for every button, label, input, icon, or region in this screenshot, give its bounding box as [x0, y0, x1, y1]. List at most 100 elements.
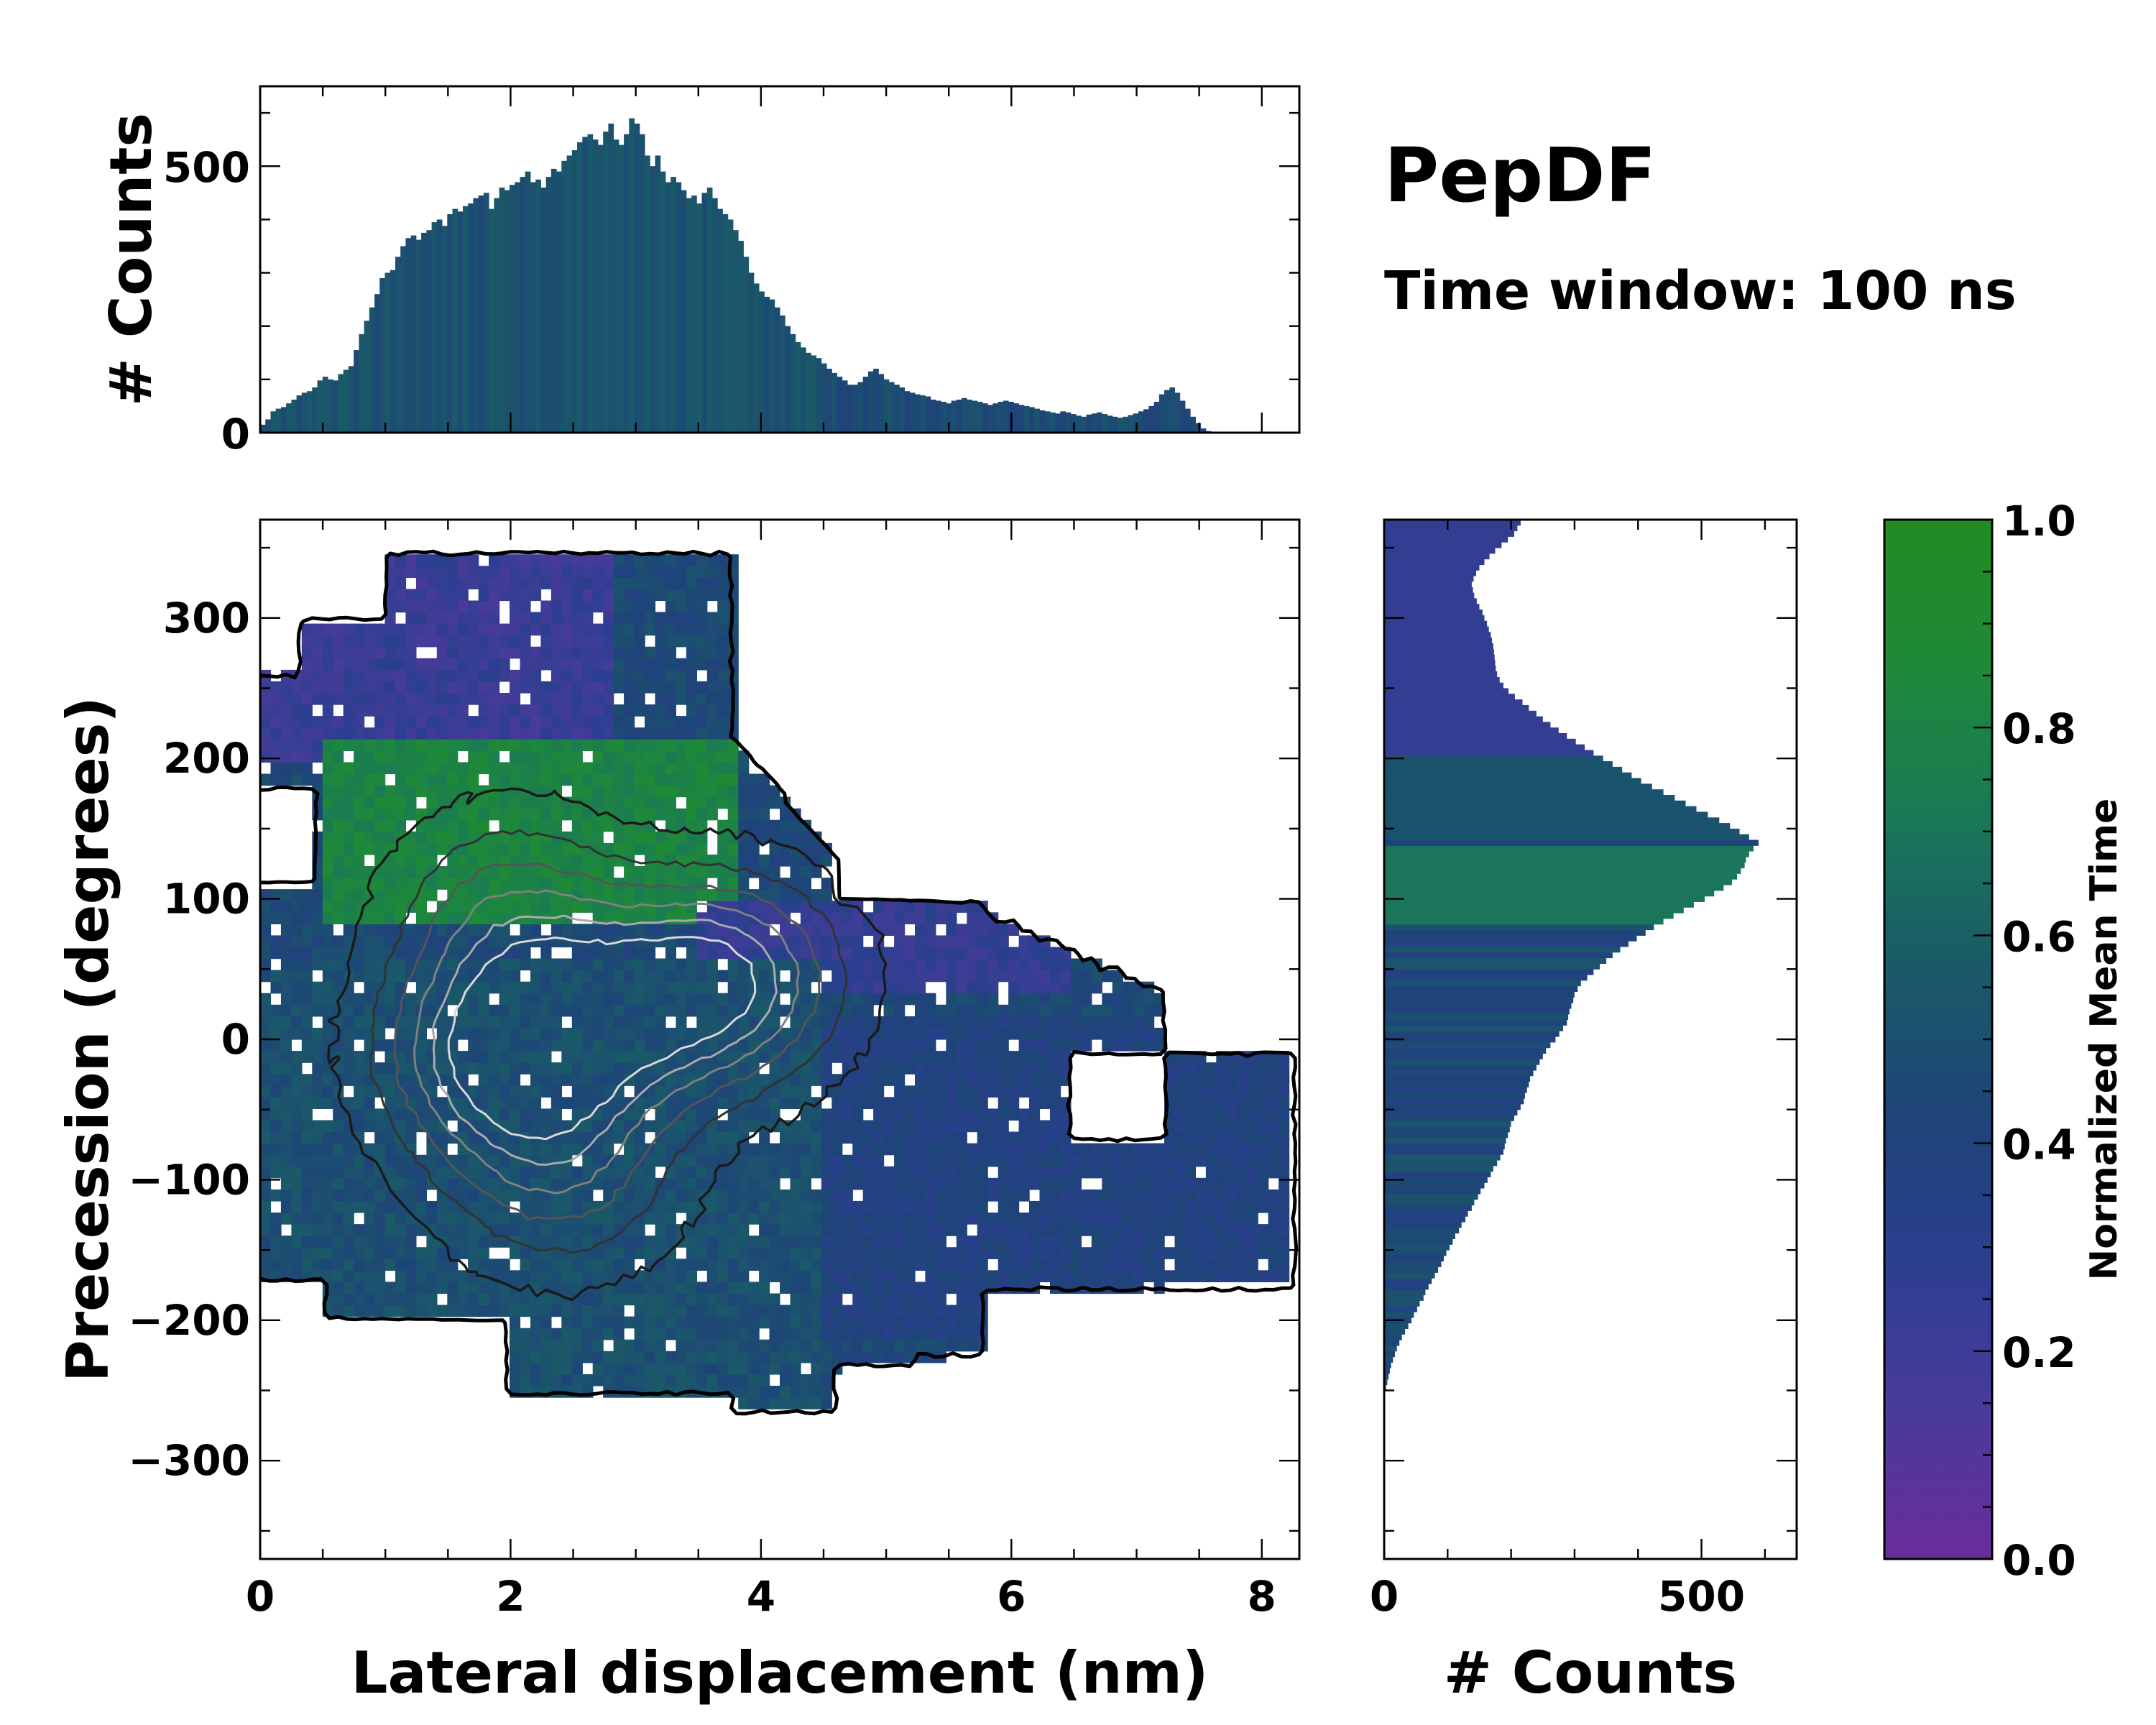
heatmap-cell [862, 1097, 874, 1109]
heatmap-cell [384, 981, 396, 994]
top-histogram-bar [930, 400, 936, 433]
heatmap-cell [676, 1177, 687, 1190]
heatmap-cell [1060, 1016, 1072, 1029]
heatmap-cell [645, 1362, 656, 1375]
heatmap-cell [270, 970, 282, 983]
heatmap-cell [1018, 1051, 1030, 1063]
heatmap-cell [1123, 1270, 1134, 1282]
main-x-tick-label: 2 [496, 1572, 525, 1621]
heatmap-cell [686, 831, 697, 844]
heatmap-cell [1091, 1166, 1102, 1179]
heatmap-cell [395, 646, 407, 659]
heatmap-cell [468, 1154, 479, 1167]
top-histogram-bar [1003, 400, 1009, 433]
heatmap-cell [655, 1374, 666, 1386]
heatmap-cell [510, 1039, 521, 1052]
heatmap-cell [510, 1004, 521, 1017]
heatmap-cell [592, 646, 604, 659]
heatmap-cell [769, 796, 780, 809]
heatmap-cell [759, 1108, 770, 1121]
heatmap-cell [915, 1316, 926, 1329]
heatmap-cell [811, 1386, 822, 1398]
heatmap-cell [384, 796, 396, 809]
heatmap-cell [873, 1097, 885, 1109]
heatmap-cell [935, 1108, 946, 1121]
right-histogram-bar [1384, 834, 1749, 840]
top-histogram-bar [1138, 411, 1144, 433]
heatmap-cell [395, 623, 407, 636]
heatmap-cell [1070, 1200, 1082, 1213]
heatmap-cell [571, 1085, 583, 1098]
heatmap-cell [457, 924, 469, 936]
heatmap-cell [831, 1120, 843, 1133]
heatmap-cell [790, 1270, 801, 1282]
heatmap-cell [405, 1293, 417, 1306]
heatmap-cell [571, 600, 583, 613]
heatmap-cell [426, 1224, 438, 1236]
heatmap-cell [967, 1051, 978, 1063]
heatmap-cell [915, 1004, 926, 1017]
heatmap-cell [821, 889, 832, 901]
heatmap-cell [790, 1362, 801, 1375]
heatmap-cell [343, 1004, 354, 1017]
heatmap-cell [645, 1051, 656, 1063]
heatmap-cell [790, 1051, 801, 1063]
heatmap-cell [1216, 1189, 1227, 1202]
heatmap-cell [291, 1027, 303, 1040]
heatmap-cell [343, 796, 354, 809]
heatmap-cell [811, 1120, 822, 1133]
heatmap-cell [655, 866, 666, 878]
heatmap-cell [915, 1213, 926, 1225]
heatmap-cell [935, 1097, 946, 1109]
heatmap-cell [540, 1316, 552, 1329]
heatmap-cell [561, 1062, 573, 1075]
heatmap-cell [811, 1213, 822, 1225]
heatmap-cell [333, 1282, 344, 1294]
heatmap-cell [727, 1177, 739, 1190]
heatmap-cell [811, 889, 822, 901]
heatmap-cell [1123, 1166, 1134, 1179]
heatmap-cell [696, 889, 708, 901]
heatmap-cell [655, 716, 666, 728]
heatmap-cell [384, 831, 396, 844]
heatmap-cell [738, 1224, 750, 1236]
heatmap-cell [946, 1259, 957, 1271]
heatmap-cell [925, 1339, 936, 1352]
heatmap-cell [748, 1108, 760, 1121]
heatmap-cell [1133, 1027, 1144, 1040]
heatmap-cell [415, 866, 427, 878]
heatmap-cell [561, 681, 573, 694]
heatmap-cell [1050, 1062, 1061, 1075]
heatmap-cell [571, 1259, 583, 1271]
heatmap-cell [436, 1166, 448, 1179]
heatmap-cell [800, 1108, 811, 1121]
top-histogram-bar [1018, 405, 1025, 433]
heatmap-cell [550, 554, 562, 566]
heatmap-cell [364, 935, 375, 948]
heatmap-cell [904, 1097, 916, 1109]
heatmap-cell [333, 1154, 344, 1167]
heatmap-cell [717, 1004, 729, 1017]
heatmap-cell [624, 658, 635, 671]
heatmap-cell [613, 1224, 625, 1236]
heatmap-cell [956, 1051, 967, 1063]
heatmap-cell [946, 1074, 957, 1086]
heatmap-cell [603, 1062, 614, 1075]
heatmap-cell [1237, 1131, 1248, 1144]
heatmap-cell [478, 1259, 489, 1271]
top-histogram-bar [1029, 407, 1035, 433]
heatmap-cell [415, 1166, 427, 1179]
heatmap-cell [904, 1143, 916, 1156]
heatmap-cell [260, 935, 272, 948]
heatmap-cell [260, 1085, 272, 1098]
heatmap-cell [925, 1016, 936, 1029]
heatmap-cell [1008, 981, 1020, 994]
heatmap-cell [696, 1154, 708, 1167]
right-histogram-bar [1384, 1087, 1527, 1093]
heatmap-cell [333, 854, 344, 867]
heatmap-cell [384, 1131, 396, 1144]
heatmap-cell [301, 1200, 313, 1213]
top-histogram-bar [556, 171, 562, 433]
heatmap-cell [436, 1004, 448, 1017]
heatmap-cell [862, 1200, 874, 1213]
